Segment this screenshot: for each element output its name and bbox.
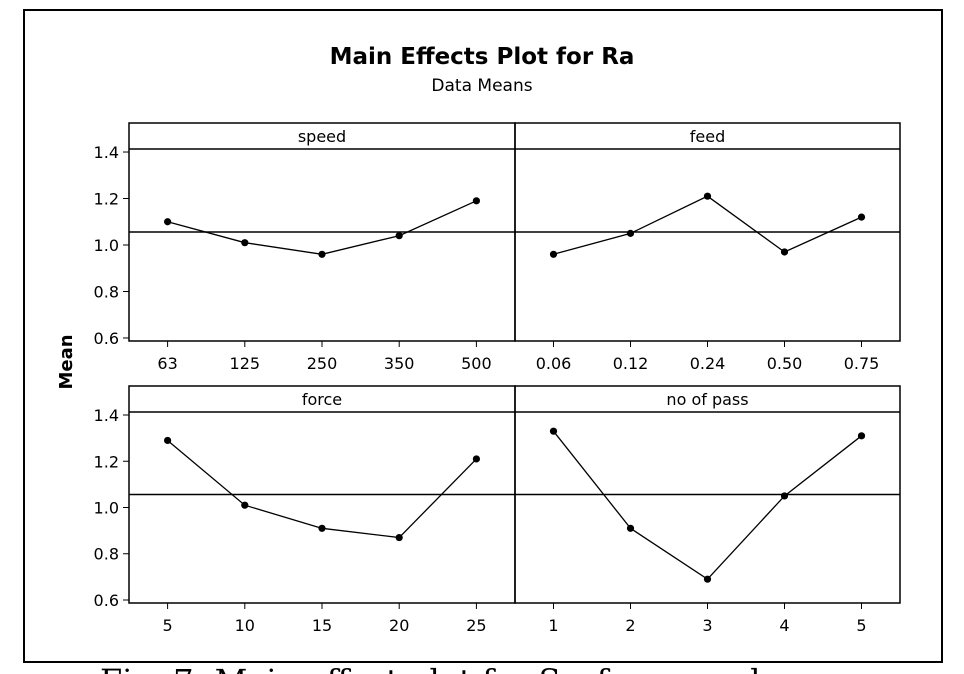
point <box>703 192 712 200</box>
panel-label: feed <box>690 127 725 146</box>
y-tick-label: 1.0 <box>94 499 119 518</box>
series-line <box>553 195 862 255</box>
series-line <box>552 430 862 581</box>
chart-subtitle: Data Means <box>431 76 532 96</box>
x-tick-label: 500 <box>461 354 492 373</box>
series-line <box>167 200 477 255</box>
x-tick-label: 0.12 <box>613 354 649 373</box>
caption: Fig. 7: Main effect plot for Surface rou… <box>100 662 843 674</box>
point <box>164 218 172 226</box>
x-tick-label: 350 <box>384 354 415 373</box>
y-tick-label: 0.8 <box>94 282 119 301</box>
frame <box>23 9 943 663</box>
panel-label: force <box>302 390 342 409</box>
y-tick-label: 0.8 <box>94 545 119 564</box>
point <box>780 492 789 500</box>
x-tick-label: 20 <box>389 616 409 635</box>
point <box>780 248 789 256</box>
y-tick-label: 0.6 <box>94 329 119 348</box>
point <box>318 250 326 258</box>
x-tick-label: 0.50 <box>767 354 803 373</box>
x-tick-label: 25 <box>466 616 486 635</box>
y-tick-label: 1.4 <box>94 143 119 162</box>
chart-title: Main Effects Plot for Ra <box>330 44 635 70</box>
y-tick-label: 1.2 <box>94 452 119 471</box>
y-tick-label: 0.6 <box>94 591 119 610</box>
x-tick-label: 125 <box>230 354 261 373</box>
x-tick-label: 250 <box>307 354 338 373</box>
point <box>626 229 635 237</box>
x-tick-label: 1 <box>548 616 558 635</box>
point <box>318 524 326 532</box>
x-tick-label: 15 <box>312 616 332 635</box>
y-axis-label: Mean <box>56 334 77 389</box>
x-tick-label: 10 <box>235 616 255 635</box>
point <box>241 501 249 509</box>
x-tick-label: 5 <box>856 616 866 635</box>
x-tick-label: 2 <box>625 616 635 635</box>
point <box>472 455 480 463</box>
panel-label: speed <box>298 127 346 146</box>
point <box>626 524 635 532</box>
x-tick-label: 0.06 <box>536 354 572 373</box>
point <box>857 432 866 440</box>
y-tick-label: 1.4 <box>94 406 119 425</box>
point <box>395 533 403 542</box>
point <box>549 250 558 258</box>
point <box>241 239 249 247</box>
x-tick-label: 5 <box>163 616 173 635</box>
y-tick-label: 1.0 <box>94 236 119 255</box>
point <box>703 575 712 583</box>
panel-label: no of pass <box>666 390 748 409</box>
x-tick-label: 4 <box>779 616 789 635</box>
x-tick-label: 0.75 <box>844 354 880 373</box>
point <box>472 197 480 205</box>
point <box>395 232 403 240</box>
point <box>164 436 172 445</box>
point <box>857 213 866 221</box>
series-line <box>167 439 477 539</box>
x-tick-label: 0.24 <box>690 354 726 373</box>
point <box>549 427 558 435</box>
x-tick-label: 63 <box>157 354 177 373</box>
x-tick-label: 3 <box>702 616 712 635</box>
y-tick-label: 1.2 <box>94 190 119 209</box>
